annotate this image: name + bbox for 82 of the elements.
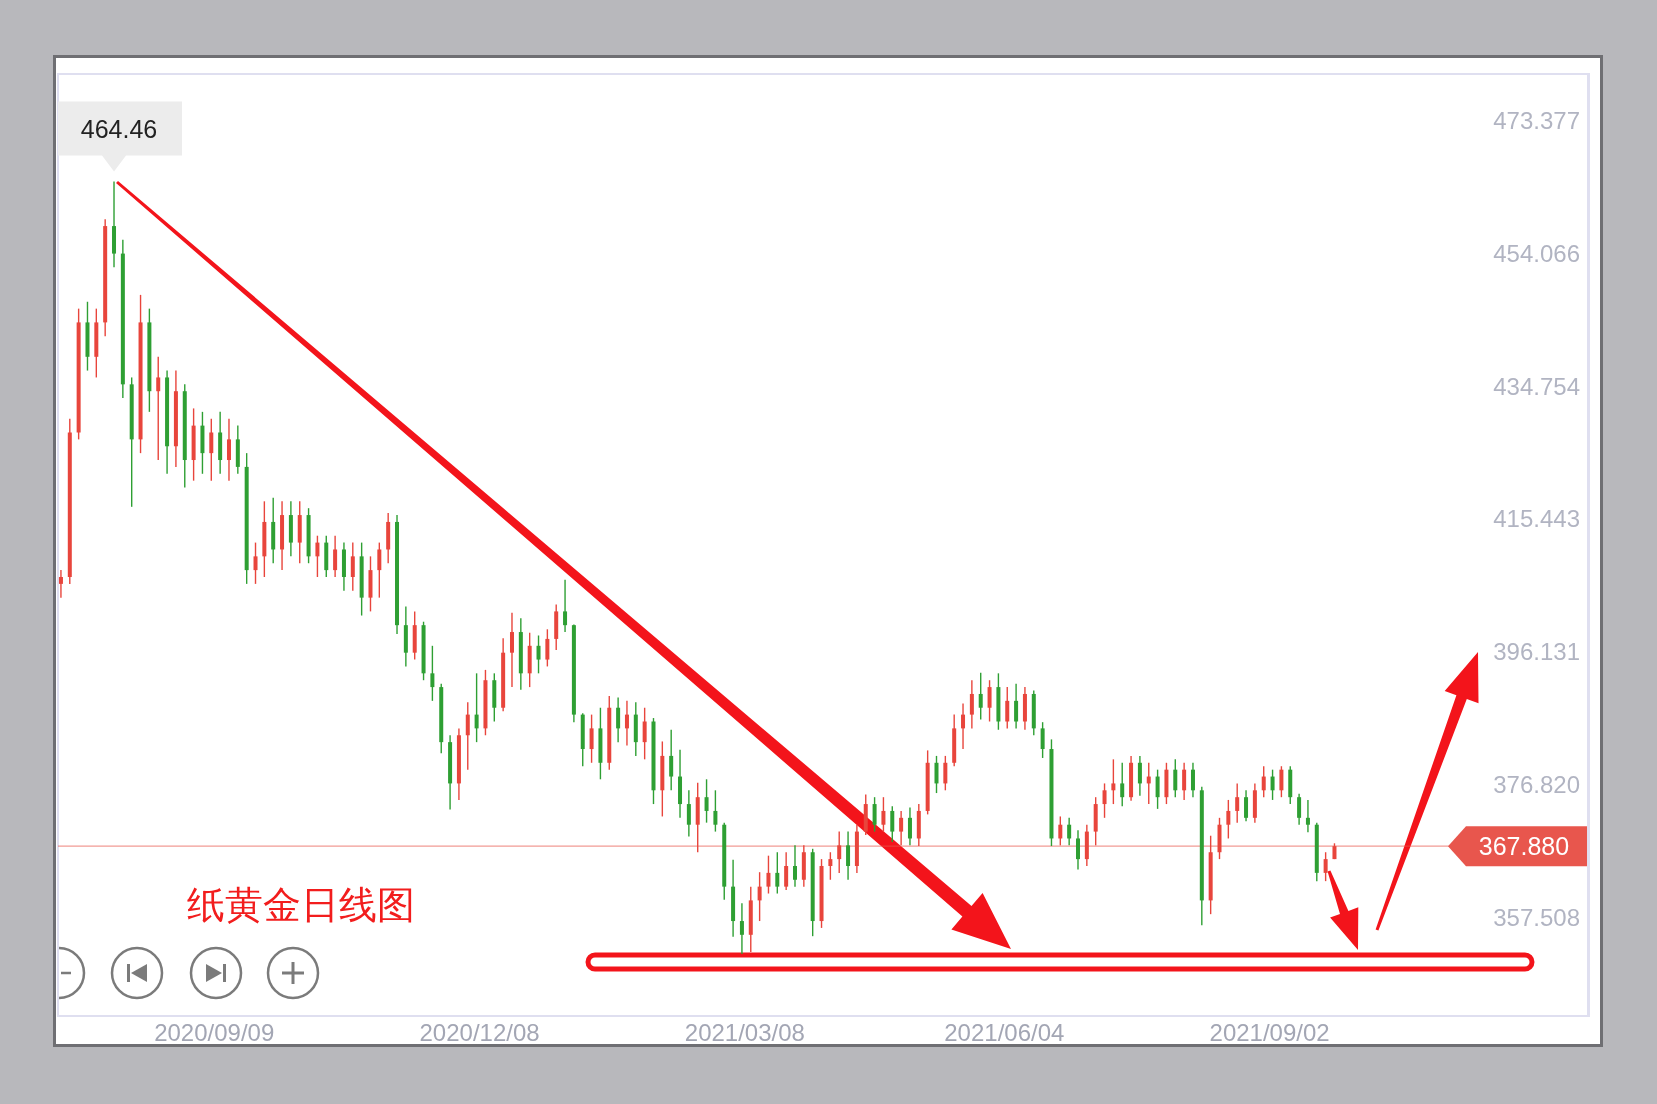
candlestick	[1261, 765, 1266, 798]
candlestick	[1067, 817, 1072, 847]
candlestick	[757, 871, 762, 922]
candlestick	[907, 806, 912, 847]
y-tick-label: 357.508	[1493, 904, 1580, 932]
y-tick-label: 376.820	[1493, 771, 1580, 799]
x-tick-label: 2021/06/04	[944, 1019, 1065, 1047]
candlestick	[713, 789, 718, 833]
candlestick	[1111, 758, 1116, 805]
candlestick	[704, 778, 709, 824]
candlestick	[987, 679, 992, 723]
candlestick	[1014, 682, 1019, 730]
candlestick	[1102, 782, 1107, 819]
candlestick	[616, 696, 621, 743]
candlestick	[934, 755, 939, 794]
candlestick	[846, 830, 851, 881]
candlestick	[961, 702, 966, 750]
candlestick	[545, 628, 550, 668]
candlestick	[1270, 768, 1275, 801]
candlestick	[775, 851, 780, 895]
candlestick	[1040, 721, 1045, 759]
candlestick	[1137, 755, 1142, 797]
candlestick	[881, 796, 886, 833]
candlestick	[1190, 762, 1195, 798]
candlestick	[837, 830, 842, 874]
x-tick-label: 2021/03/08	[684, 1019, 805, 1047]
candlestick	[686, 789, 691, 838]
annotation: 464.46	[80, 114, 158, 143]
candlestick	[784, 851, 789, 891]
candlestick	[1226, 799, 1231, 840]
ref-line-label: 367.880	[1478, 832, 1570, 861]
candlestick	[642, 707, 647, 761]
x-tick-label: 2020/12/08	[419, 1019, 540, 1047]
candlestick	[1173, 758, 1178, 798]
candlestick	[669, 729, 674, 792]
y-tick-label: 434.754	[1493, 372, 1580, 400]
y-tick-label: 415.443	[1493, 505, 1580, 533]
candlestick	[209, 418, 214, 482]
candlestick	[465, 701, 470, 771]
candlestick	[58, 569, 63, 599]
candlestick	[872, 796, 877, 833]
candlestick	[536, 634, 541, 675]
candlestick	[1235, 782, 1240, 824]
candlestick	[1005, 686, 1010, 730]
candlestick	[1297, 793, 1302, 826]
x-tick-label: 2020/09/09	[154, 1019, 275, 1047]
candlestick	[350, 541, 355, 592]
x-tick-label: 2021/09/02	[1209, 1019, 1330, 1047]
candlestick	[899, 810, 904, 847]
candlestick	[474, 672, 479, 743]
candlestick	[315, 535, 320, 578]
candlestick	[828, 851, 833, 881]
candlestick	[1182, 762, 1187, 801]
candlestick	[766, 854, 771, 895]
candlestick	[1155, 768, 1160, 810]
y-tick-label: 396.131	[1493, 638, 1580, 666]
candlestick	[253, 541, 258, 585]
candlestick	[589, 713, 594, 764]
candlestick	[1058, 815, 1063, 847]
candlestick	[226, 418, 231, 482]
candlestick	[624, 700, 629, 747]
candlestick	[377, 541, 382, 599]
candlestick	[509, 612, 514, 688]
candlestick	[1305, 799, 1310, 833]
candlestick	[1076, 829, 1080, 871]
candlestick	[969, 679, 974, 730]
candlestick	[156, 356, 161, 461]
candlestick	[978, 671, 983, 721]
candlestick	[943, 755, 948, 792]
candlestick	[333, 535, 338, 578]
candlestick	[739, 902, 744, 955]
candlestick	[563, 579, 568, 633]
candlestick	[792, 844, 797, 888]
candlestick	[1323, 851, 1328, 882]
candlestick	[1279, 765, 1284, 798]
y-tick-label: 473.377	[1493, 106, 1580, 134]
candlestick	[890, 805, 895, 843]
candlestick	[1244, 789, 1249, 822]
candlestick	[1120, 762, 1125, 807]
candlestick	[430, 645, 435, 702]
text: 纸黄金日线图	[187, 883, 415, 928]
y-tick-label: 454.066	[1493, 239, 1580, 267]
